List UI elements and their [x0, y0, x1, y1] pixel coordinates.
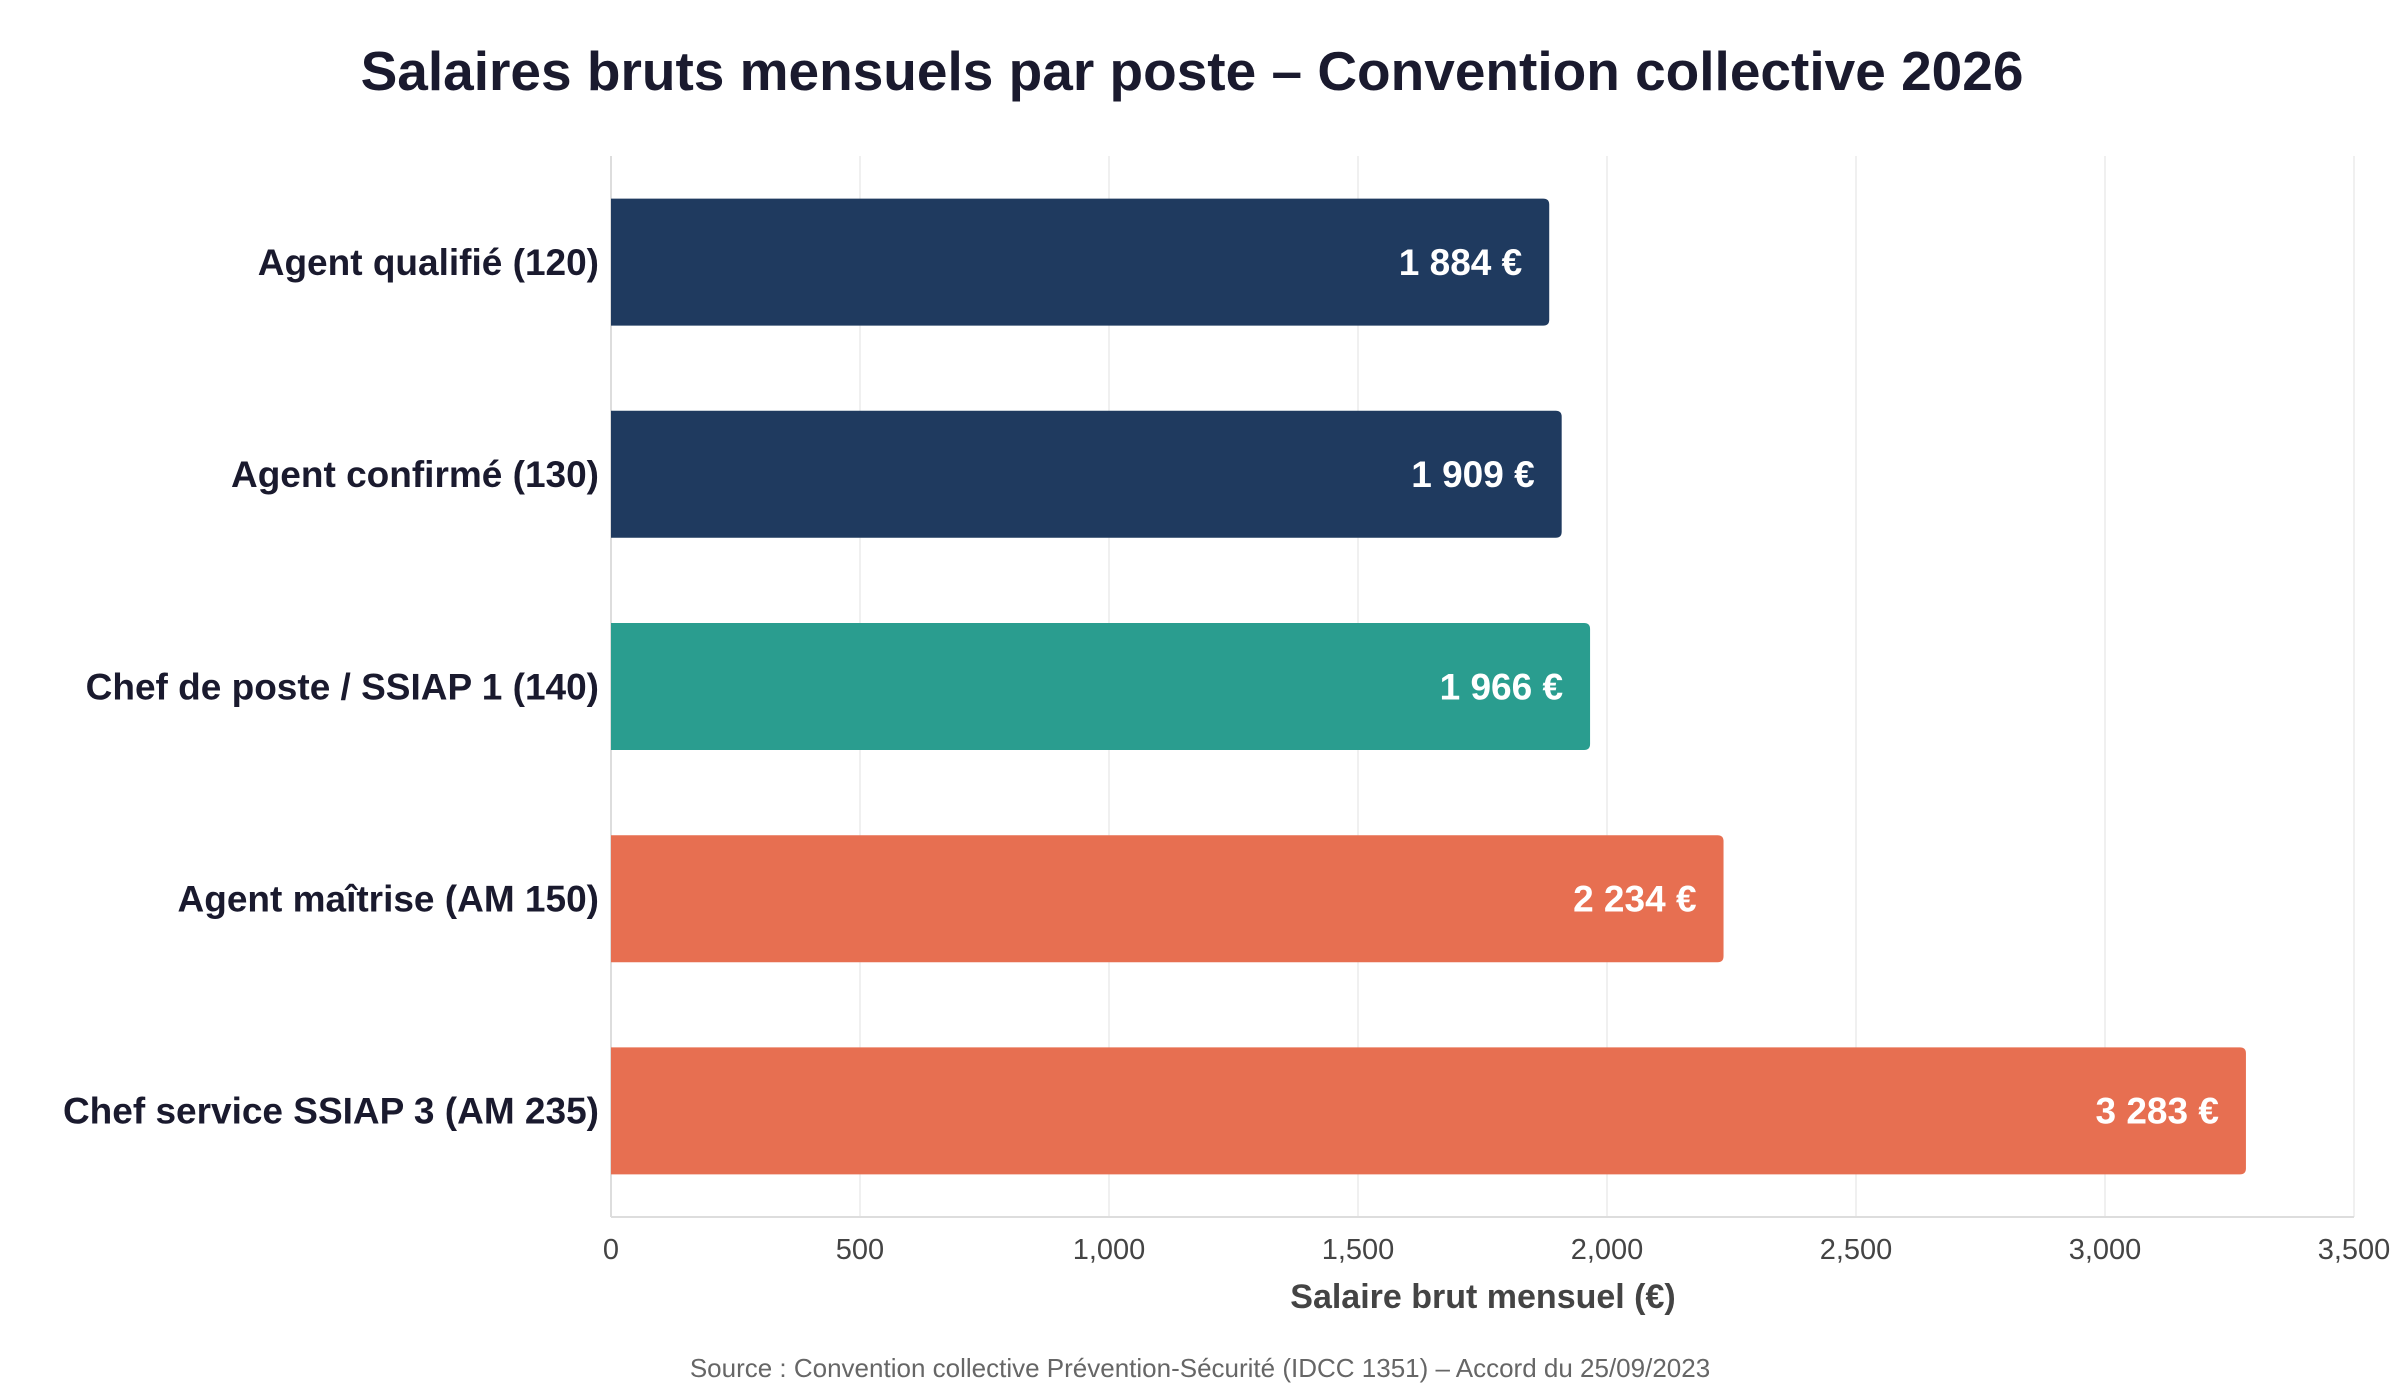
- bar: [611, 1047, 2246, 1175]
- x-tick-label: 2,000: [1571, 1234, 1644, 1266]
- y-category-label: Agent qualifié (120): [258, 242, 599, 283]
- data-label: 1 909 €: [1411, 454, 1534, 495]
- x-axis-label: Salaire brut mensuel (€): [1290, 1278, 1675, 1316]
- x-tick-label: 2,500: [1820, 1234, 1893, 1266]
- x-tick-label: 1,500: [1322, 1234, 1395, 1266]
- data-label: 3 283 €: [2095, 1091, 2218, 1132]
- x-tick-label: 0: [603, 1234, 619, 1266]
- x-tick-label: 3,500: [2318, 1234, 2391, 1266]
- data-label: 1 966 €: [1440, 666, 1563, 707]
- bar: [611, 835, 1724, 963]
- x-tick-label: 3,000: [2069, 1234, 2142, 1266]
- chart-title: Salaires bruts mensuels par poste – Conv…: [361, 40, 2024, 102]
- bar: [611, 410, 1562, 538]
- x-tick-label: 1,000: [1073, 1234, 1146, 1266]
- y-category-label: Chef de poste / SSIAP 1 (140): [86, 666, 599, 707]
- bar: [611, 623, 1591, 750]
- data-label: 2 234 €: [1573, 878, 1696, 919]
- y-category-label: Chef service SSIAP 3 (AM 235): [63, 1091, 599, 1132]
- data-label: 1 884 €: [1399, 242, 1522, 283]
- bar: [611, 198, 1550, 326]
- y-category-label: Agent confirmé (130): [231, 454, 599, 495]
- y-category-label: Agent maîtrise (AM 150): [178, 878, 600, 919]
- x-tick-label: 500: [836, 1234, 884, 1266]
- source-note: Source : Convention collective Préventio…: [690, 1353, 1710, 1383]
